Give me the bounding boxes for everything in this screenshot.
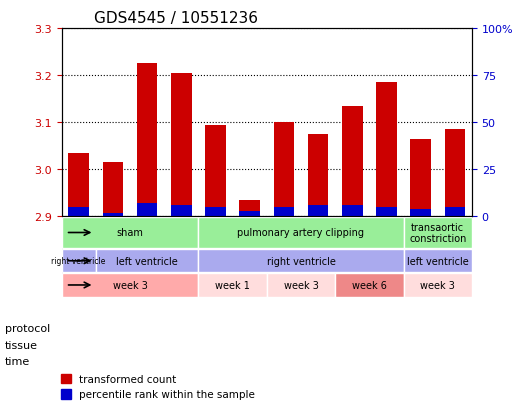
Text: week 3: week 3 — [420, 280, 455, 290]
Text: time: time — [5, 356, 30, 366]
Text: tissue: tissue — [5, 340, 38, 350]
Text: week 3: week 3 — [284, 280, 319, 290]
Legend: transformed count, percentile rank within the sample: transformed count, percentile rank withi… — [56, 370, 260, 404]
Bar — [342, 206, 363, 217]
Bar — [308, 135, 328, 217]
Text: right ventricle: right ventricle — [51, 256, 106, 266]
Bar — [376, 83, 397, 217]
Text: week 6: week 6 — [352, 280, 387, 290]
Bar — [342, 107, 363, 217]
Bar — [240, 200, 260, 217]
FancyBboxPatch shape — [267, 274, 335, 297]
Text: pulmonary artery clipping: pulmonary artery clipping — [238, 228, 364, 238]
Text: protocol: protocol — [5, 323, 50, 333]
Text: GDS4545 / 10551236: GDS4545 / 10551236 — [94, 12, 259, 26]
Text: left ventricle: left ventricle — [116, 256, 178, 266]
Bar — [68, 153, 89, 217]
FancyBboxPatch shape — [62, 274, 199, 297]
Text: right ventricle: right ventricle — [267, 256, 336, 266]
Bar — [445, 130, 465, 217]
FancyBboxPatch shape — [62, 218, 199, 248]
FancyBboxPatch shape — [62, 249, 96, 273]
Bar — [376, 207, 397, 217]
FancyBboxPatch shape — [335, 274, 404, 297]
FancyBboxPatch shape — [199, 274, 267, 297]
Text: week 3: week 3 — [112, 280, 147, 290]
Bar — [410, 209, 431, 217]
FancyBboxPatch shape — [404, 218, 472, 248]
Text: transaortic
constriction: transaortic constriction — [409, 222, 466, 244]
Bar — [171, 206, 191, 217]
Text: left ventricle: left ventricle — [407, 256, 469, 266]
Bar — [68, 207, 89, 217]
FancyBboxPatch shape — [96, 249, 199, 273]
FancyBboxPatch shape — [199, 218, 404, 248]
Bar — [410, 139, 431, 217]
FancyBboxPatch shape — [199, 249, 404, 273]
Text: week 1: week 1 — [215, 280, 250, 290]
Bar — [273, 123, 294, 217]
Bar — [205, 125, 226, 217]
Bar — [445, 207, 465, 217]
Bar — [103, 213, 123, 217]
Bar — [103, 163, 123, 217]
Bar — [273, 207, 294, 217]
Bar — [240, 211, 260, 217]
Bar — [137, 204, 157, 217]
Bar — [308, 206, 328, 217]
Bar — [205, 207, 226, 217]
Bar — [171, 74, 191, 217]
FancyBboxPatch shape — [404, 249, 472, 273]
Bar — [137, 64, 157, 217]
Text: sham: sham — [116, 228, 144, 238]
FancyBboxPatch shape — [404, 274, 472, 297]
